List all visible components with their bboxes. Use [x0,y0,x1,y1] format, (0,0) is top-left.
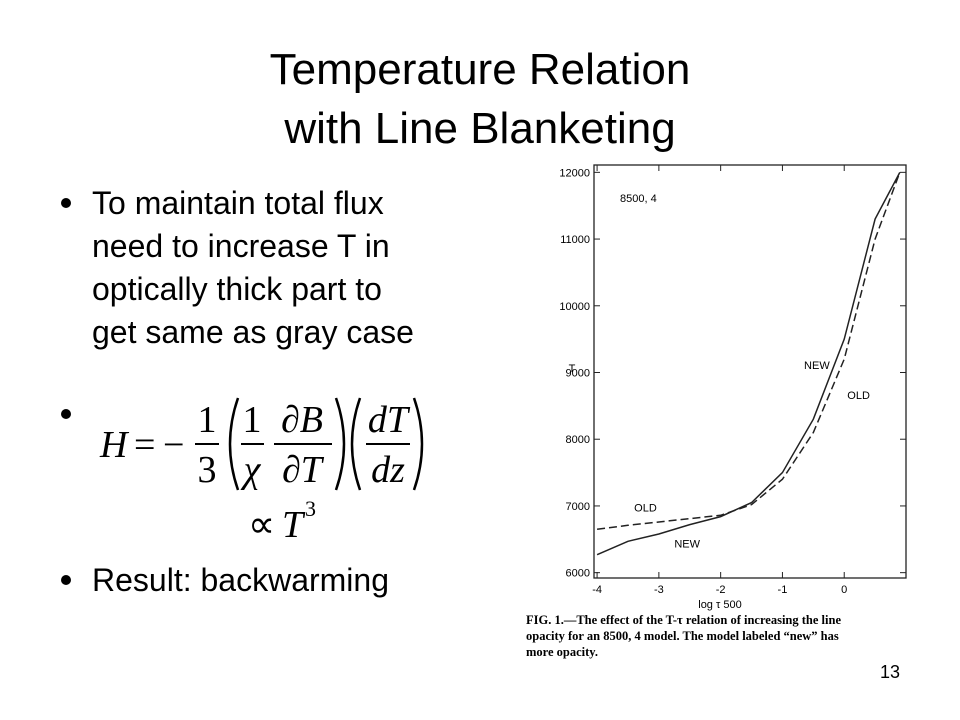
y-tick-label: 11000 [560,234,590,246]
page-number: 13 [880,662,900,682]
x-tick-label: -2 [716,584,726,596]
caption-line: FIG. 1.—The effect of the T-τ relation o… [526,613,841,627]
eq-symbol: dT [368,399,411,441]
figure: 6000 7000 8000 9000 10000 11000 12000 -4 -3 -2 -1 0… [526,164,907,659]
eq-symbol: χ [240,449,262,491]
eq-symbol: T [282,504,306,546]
model-label: 8500, 4 [620,193,657,205]
eq-symbol: ∂T [282,449,325,491]
y-tick-label: 6000 [566,568,590,580]
title-line: Temperature Relation [270,45,691,94]
annotation: NEW [804,360,830,372]
caption-line: opacity for an 8500, 4 model. The model … [526,629,839,643]
equation: H = − 1 3 1 χ ∂B ∂T dT dz ∝ T 3 [99,397,424,546]
series-line [596,171,901,556]
caption-line: more opacity. [526,645,598,659]
eq-symbol: 3 [198,449,217,491]
y-tick-label: 10000 [559,301,590,313]
x-tick-label: 0 [841,584,847,596]
title-line: with Line Blanketing [283,104,675,153]
eq-symbol: ∂B [281,399,323,441]
eq-symbol: ∝ [248,504,275,546]
bullet-line: need to increase T in [92,228,390,264]
y-tick-label: 12000 [559,167,590,179]
annotation: NEW [674,538,700,550]
eq-symbol: − [163,424,184,466]
y-tick-label: 8000 [566,434,590,446]
x-tick-label: -1 [778,584,788,596]
bullet-line: To maintain total flux [92,185,384,221]
annotation: OLD [847,390,870,402]
annotation: OLD [634,502,657,514]
bullet [61,409,71,419]
x-tick-label: -4 [592,584,602,596]
eq-symbol: H [99,424,130,466]
x-tick-label: -3 [654,584,664,596]
plot-frame [593,164,907,579]
bullet [61,198,71,208]
eq-symbol: = [134,424,155,466]
x-axis-label: log τ 500 [698,599,742,611]
bullet [61,575,71,585]
bullet-line: Result: backwarming [92,562,389,598]
y-tick-label: 9000 [566,368,590,380]
eq-symbol: 3 [305,496,316,521]
eq-symbol: 1 [243,399,262,441]
eq-symbol: 1 [198,399,217,441]
bullet-line: optically thick part to [92,271,382,307]
y-tick-label: 7000 [566,501,590,513]
eq-symbol: dz [371,449,405,491]
y-axis-label: T [569,363,576,375]
series-line [596,172,901,531]
bullet-line: get same as gray case [92,314,414,350]
